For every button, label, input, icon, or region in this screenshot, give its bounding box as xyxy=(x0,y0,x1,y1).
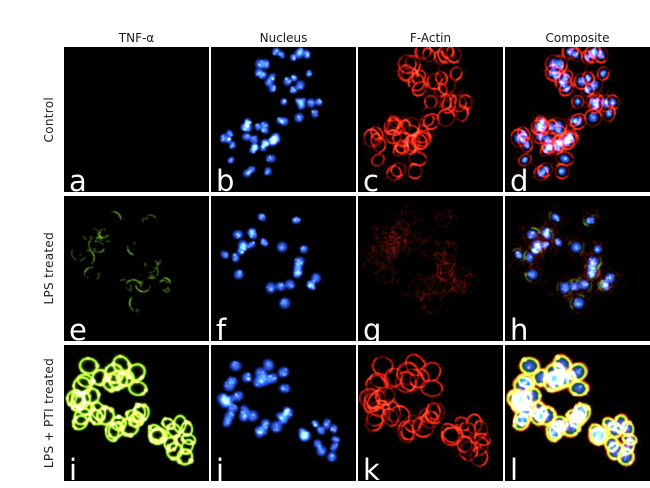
micrograph-canvas-f xyxy=(211,196,356,341)
panel-letter-j: j xyxy=(216,453,225,482)
panel-letter-g: g xyxy=(363,313,382,342)
panel-letter-f: f xyxy=(216,313,227,342)
panel-d: d xyxy=(505,47,650,192)
micrograph-canvas-g xyxy=(358,196,503,341)
panel-letter-h: h xyxy=(510,313,529,342)
micrograph-canvas-d xyxy=(505,47,650,192)
panel-letter-e: e xyxy=(69,313,87,342)
panel-i: i xyxy=(64,345,209,481)
panel-h: h xyxy=(505,196,650,341)
micrograph-canvas-l xyxy=(505,345,650,481)
panel-letter-i: i xyxy=(69,453,78,482)
panel-letter-a: a xyxy=(69,164,87,193)
row-label-box-control: Control xyxy=(36,47,62,192)
micrograph-canvas-c xyxy=(358,47,503,192)
micrograph-canvas-i xyxy=(64,345,209,481)
panel-c: c xyxy=(358,47,503,192)
column-header-nucleus: Nucleus xyxy=(259,31,308,45)
micrograph-canvas-h xyxy=(505,196,650,341)
panel-e: e xyxy=(64,196,209,341)
panel-b: b xyxy=(211,47,356,192)
column-header-composite: Composite xyxy=(545,31,610,45)
micrograph-canvas-k xyxy=(358,345,503,481)
panel-j: j xyxy=(211,345,356,481)
panel-letter-d: d xyxy=(510,164,529,193)
row-label-box-lps-treated: LPS treated xyxy=(36,196,62,341)
row-label-lps-treated: LPS treated xyxy=(42,232,56,305)
panel-a: a xyxy=(64,47,209,192)
panel-letter-c: c xyxy=(363,164,379,193)
panel-k: k xyxy=(358,345,503,481)
column-header-tnf-alpha: TNF-α xyxy=(118,31,155,45)
panel-g: g xyxy=(358,196,503,341)
row-label-control: Control xyxy=(42,96,56,143)
micrograph-canvas-j xyxy=(211,345,356,481)
panel-letter-b: b xyxy=(216,164,235,193)
micrograph-canvas-e xyxy=(64,196,209,341)
micrograph-canvas-b xyxy=(211,47,356,192)
panel-letter-l: l xyxy=(510,453,519,482)
micrograph-canvas-a xyxy=(64,47,209,192)
panel-f: f xyxy=(211,196,356,341)
panel-letter-k: k xyxy=(363,453,380,482)
panel-l: l xyxy=(505,345,650,481)
row-label-lps-pti-treated: LPS + PTI treated xyxy=(42,357,56,469)
row-label-box-lps-pti-treated: LPS + PTI treated xyxy=(36,345,62,481)
column-header-f-actin: F-Actin xyxy=(409,31,452,45)
